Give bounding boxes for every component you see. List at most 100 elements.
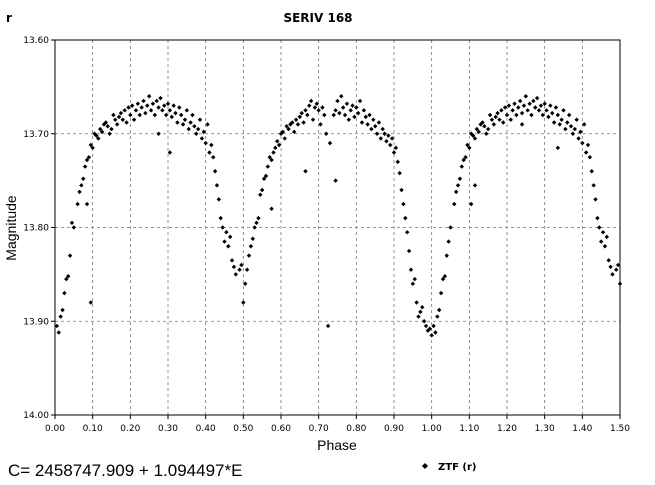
x-tick-label: 1.20	[497, 424, 517, 434]
data-point	[310, 117, 316, 122]
data-point	[565, 120, 570, 125]
data-point	[318, 122, 323, 127]
data-point	[269, 157, 274, 163]
data-point	[303, 108, 308, 113]
data-point	[367, 112, 372, 118]
data-point	[536, 108, 542, 113]
data-point	[348, 108, 353, 113]
data-point	[212, 169, 218, 174]
data-point	[167, 150, 173, 155]
data-point	[325, 323, 331, 329]
data-point	[610, 272, 615, 277]
data-point	[126, 105, 131, 110]
data-point	[427, 326, 432, 331]
data-point	[461, 157, 466, 163]
data-point	[617, 281, 623, 286]
data-point	[163, 112, 169, 118]
data-point	[211, 154, 216, 160]
data-point	[263, 173, 269, 179]
data-point	[602, 244, 608, 249]
x-tick-label: 0.00	[45, 424, 65, 434]
data-point	[188, 120, 193, 125]
data-point	[273, 145, 278, 151]
data-point	[544, 108, 549, 113]
data-point	[550, 110, 555, 116]
data-point	[58, 314, 63, 319]
data-point	[105, 124, 110, 129]
data-point	[124, 120, 129, 125]
data-point	[606, 258, 611, 263]
data-point	[133, 108, 139, 113]
data-point	[403, 215, 408, 221]
data-point	[75, 201, 80, 207]
data-point	[548, 103, 553, 108]
band-label: r	[6, 11, 12, 25]
data-point	[120, 117, 125, 122]
y-tick-label: 13.90	[23, 317, 49, 327]
data-point	[593, 197, 598, 202]
data-point	[269, 206, 274, 211]
data-point	[604, 234, 610, 240]
chart-title: SERIV 168	[283, 11, 352, 25]
data-point	[531, 98, 536, 104]
data-point	[320, 105, 325, 110]
data-point	[525, 108, 530, 113]
data-point	[248, 244, 254, 249]
data-point	[437, 307, 442, 313]
data-point	[156, 131, 161, 136]
data-point	[371, 117, 376, 122]
data-point	[207, 150, 212, 155]
data-point	[435, 314, 440, 319]
data-point	[474, 126, 480, 132]
data-point	[333, 178, 338, 183]
data-point	[293, 117, 299, 122]
data-point	[194, 131, 199, 136]
data-point	[71, 225, 77, 230]
x-tick-label: 0.20	[120, 424, 140, 434]
data-point	[128, 112, 133, 118]
data-point	[455, 183, 461, 188]
ephemeris-formula: C= 2458747.909 + 1.094497*E	[8, 461, 242, 480]
data-point	[382, 131, 387, 136]
data-point	[160, 108, 165, 113]
data-point	[286, 126, 291, 132]
data-point	[243, 281, 248, 286]
y-tick-label: 13.60	[23, 36, 49, 46]
data-point	[380, 126, 385, 132]
data-point	[401, 201, 406, 207]
data-point	[559, 117, 564, 122]
data-point	[282, 136, 287, 141]
data-point	[143, 110, 148, 116]
data-point	[241, 300, 246, 305]
data-point	[239, 262, 244, 268]
data-point	[81, 176, 86, 181]
data-point	[60, 307, 65, 313]
data-point	[197, 117, 203, 122]
data-point	[574, 117, 579, 122]
data-point	[88, 300, 93, 305]
data-point	[184, 108, 190, 113]
data-point	[222, 239, 227, 244]
data-point	[438, 290, 444, 296]
data-point	[291, 129, 297, 135]
data-point	[465, 142, 470, 148]
x-tick-label: 0.40	[196, 424, 216, 434]
data-point	[433, 330, 438, 335]
data-point	[484, 131, 489, 136]
data-point	[109, 126, 114, 132]
data-point	[410, 281, 416, 286]
data-point	[259, 187, 265, 193]
data-point	[350, 103, 355, 108]
data-point	[463, 154, 468, 160]
data-point	[167, 108, 173, 113]
data-point	[308, 98, 314, 104]
data-point	[237, 267, 242, 272]
data-point	[165, 101, 171, 106]
data-point	[271, 150, 276, 155]
data-point	[299, 110, 304, 116]
data-point	[340, 105, 346, 110]
data-point	[244, 267, 250, 272]
data-point	[103, 120, 109, 125]
data-point	[504, 112, 510, 118]
data-point	[99, 129, 105, 135]
